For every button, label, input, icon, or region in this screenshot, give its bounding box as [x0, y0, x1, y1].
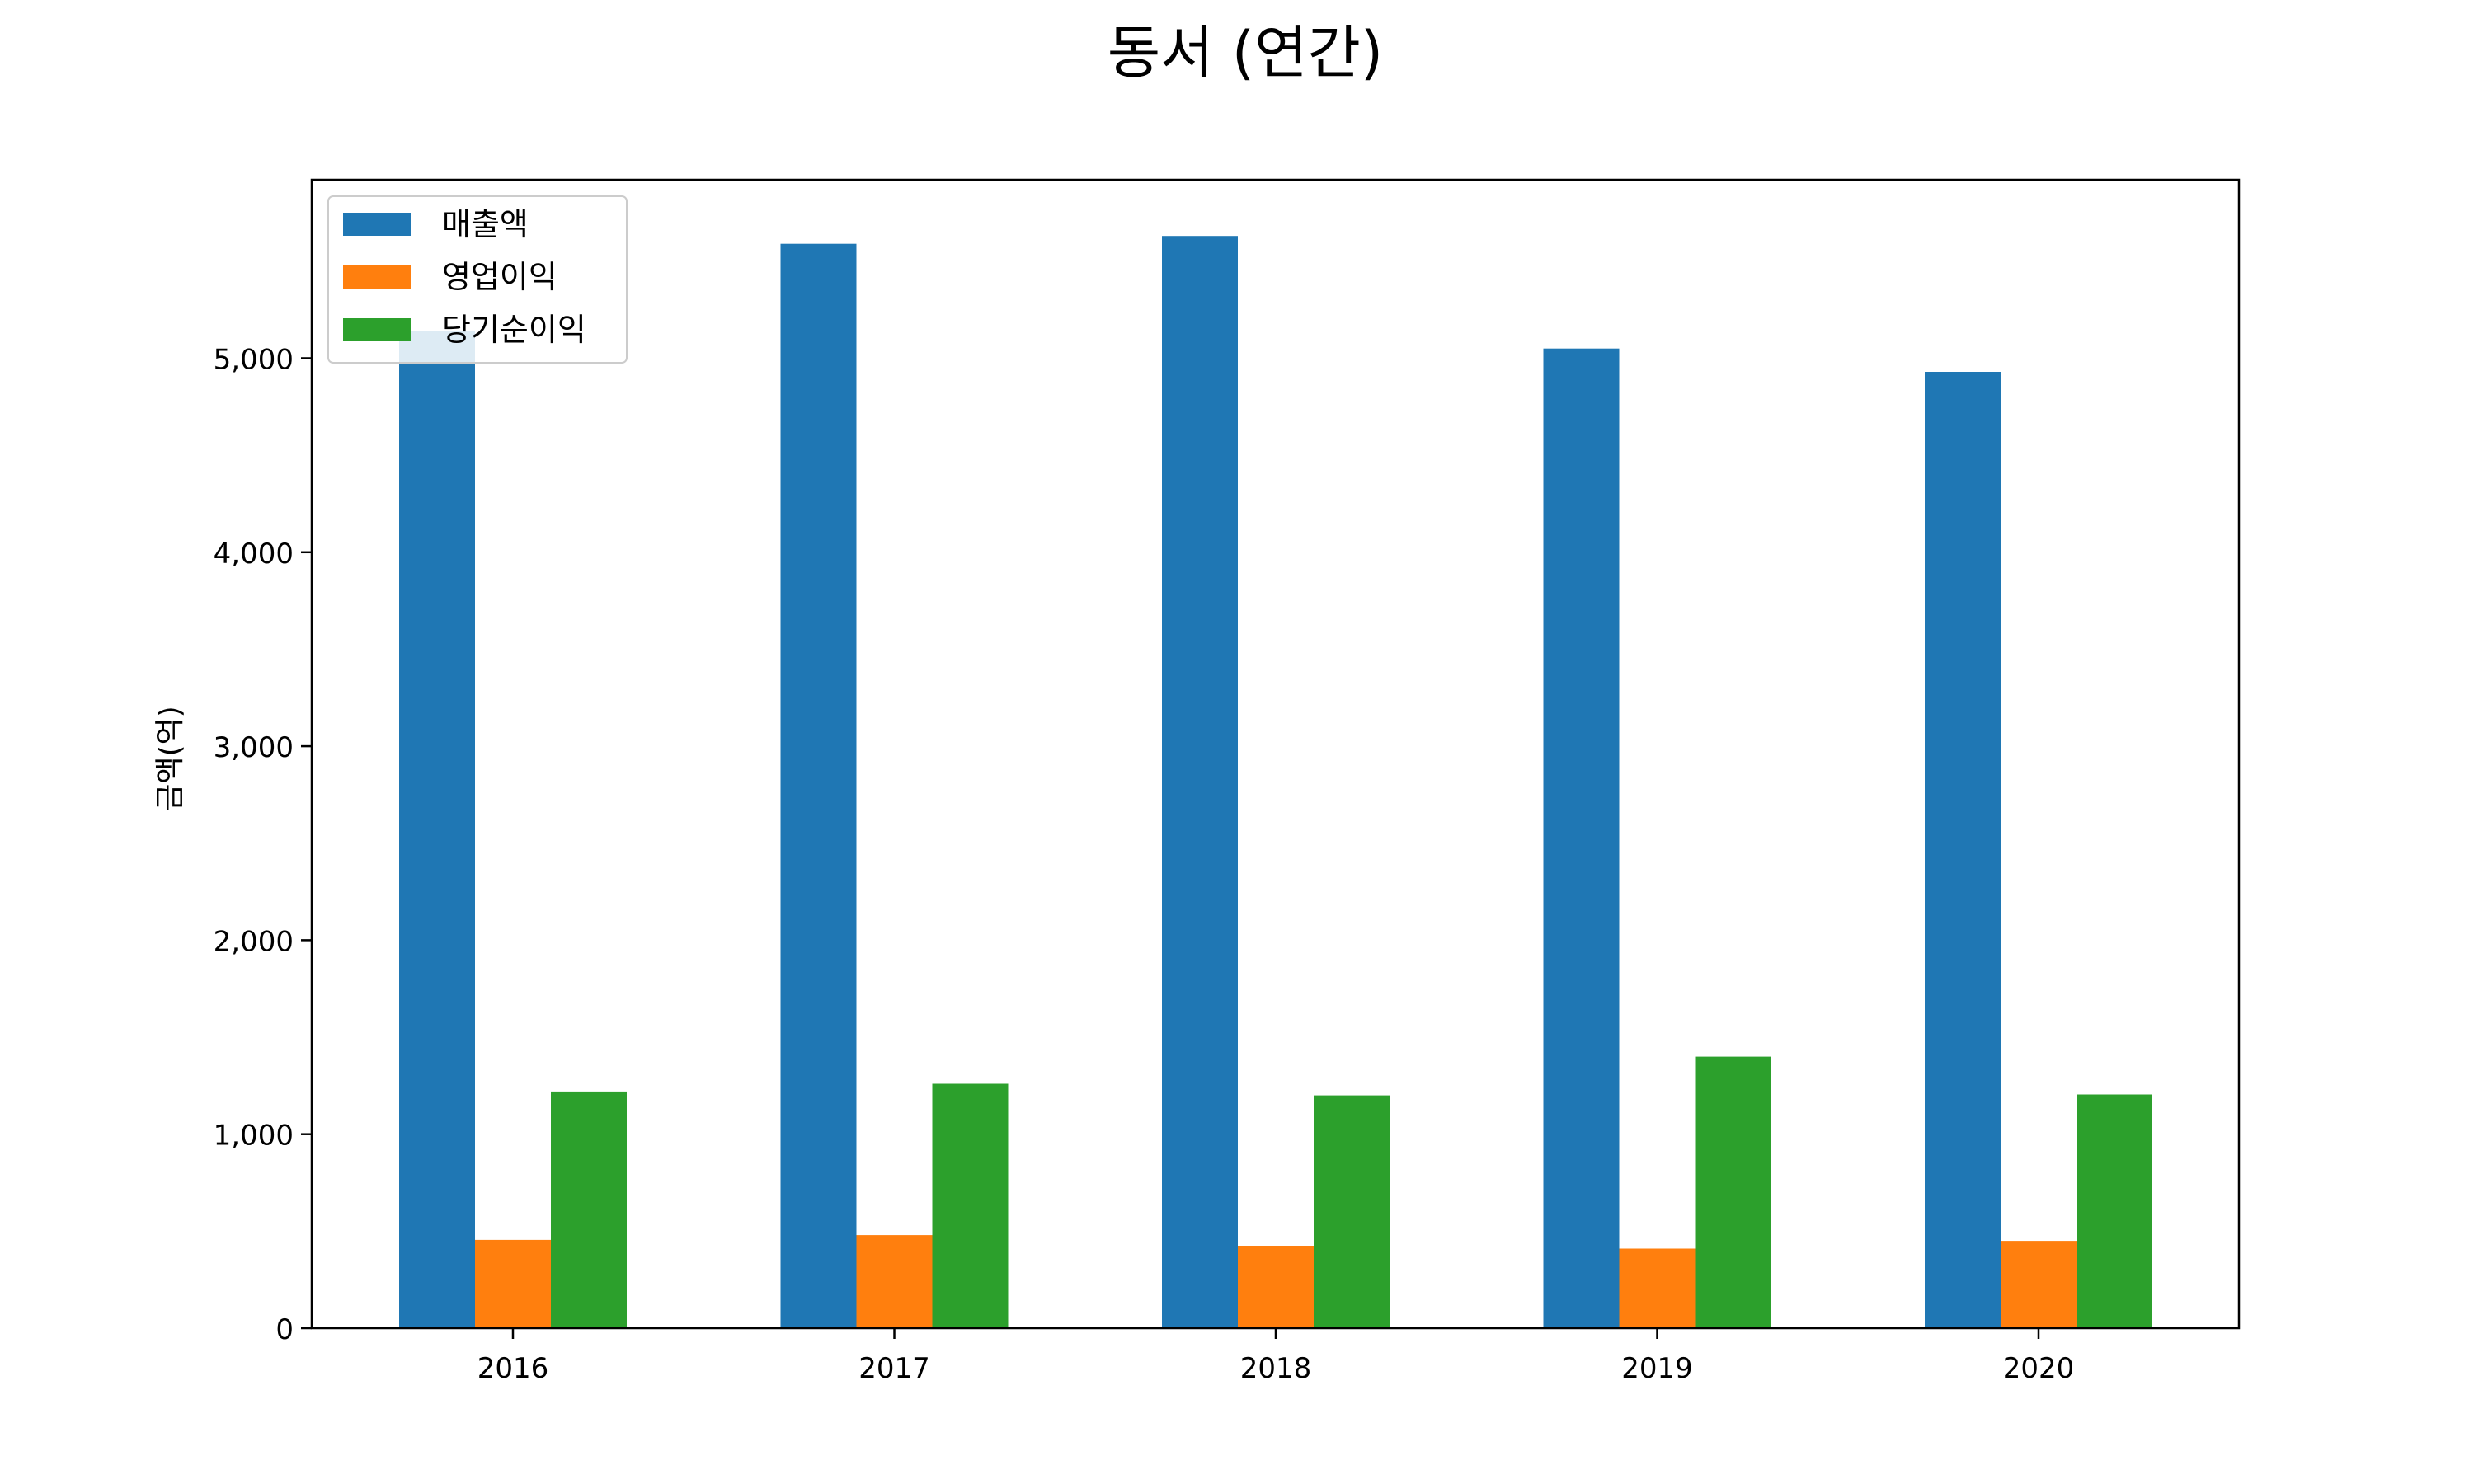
legend-swatch-2 — [343, 318, 411, 341]
bar-1-2019 — [1619, 1248, 1696, 1328]
bar-1-2020 — [2001, 1241, 2077, 1328]
bar-0-2017 — [780, 243, 857, 1329]
y-tick-label: 5,000 — [214, 343, 294, 376]
y-tick-label: 3,000 — [214, 731, 294, 764]
bar-2-2020 — [2077, 1094, 2152, 1328]
y-tick-label: 2,000 — [214, 925, 294, 958]
y-ticks-group: 0 1,000 2,000 3,000 4,000 5,000 — [214, 343, 312, 1346]
x-tick-label: 2018 — [1240, 1352, 1312, 1385]
x-tick-label: 2020 — [2003, 1352, 2075, 1385]
x-tick-label: 2017 — [858, 1352, 930, 1385]
y-tick-label: 1,000 — [214, 1120, 294, 1153]
chart-title: 동서 (연간) — [1108, 19, 1383, 87]
y-tick-label: 4,000 — [214, 538, 294, 571]
bars-group — [399, 236, 2152, 1329]
legend-swatch-0 — [343, 213, 411, 236]
bar-0-2020 — [1925, 372, 2001, 1328]
bar-2-2016 — [551, 1091, 627, 1328]
plot-frame — [310, 178, 2241, 1330]
bar-1-2016 — [475, 1239, 551, 1328]
bar-1-2018 — [1238, 1246, 1314, 1328]
bar-1-2017 — [856, 1235, 933, 1328]
bar-0-2018 — [1162, 236, 1238, 1329]
bar-2-2018 — [1314, 1095, 1390, 1328]
legend-swatch-1 — [343, 265, 411, 289]
bar-2-2017 — [932, 1083, 1009, 1328]
bar-2-2019 — [1695, 1056, 1771, 1328]
x-ticks-group: 2016 2017 2018 2019 2020 — [477, 1328, 2075, 1385]
bar-0-2019 — [1543, 348, 1620, 1329]
legend-label-1: 영업이익 — [442, 259, 557, 295]
bar-0-2016 — [399, 331, 475, 1328]
legend-label-2: 당기순이익 — [442, 312, 586, 348]
x-tick-label: 2016 — [477, 1352, 549, 1385]
y-tick-label: 0 — [275, 1313, 294, 1346]
legend-label-0: 매출액 — [442, 206, 529, 242]
y-axis-label: 금액(억) — [153, 706, 187, 810]
x-tick-label: 2019 — [1621, 1352, 1693, 1385]
